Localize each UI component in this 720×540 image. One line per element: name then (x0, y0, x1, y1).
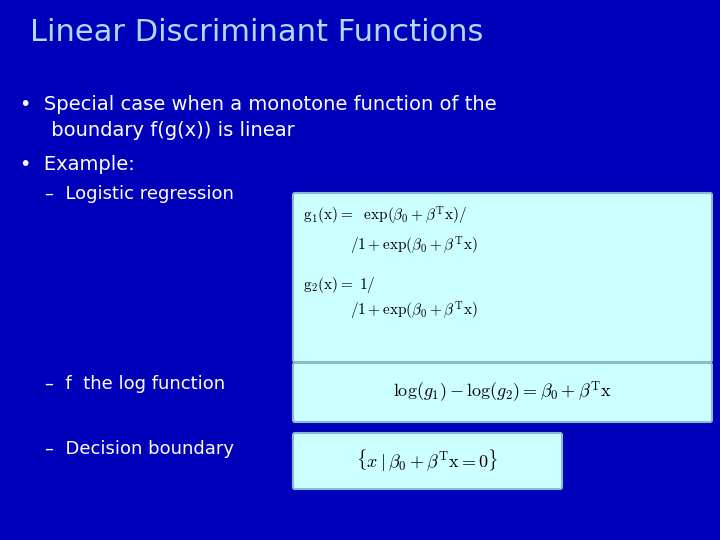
Text: $\log(g_1) - \log(g_2) = \beta_0 + \beta^\mathrm{T}\mathrm{x}$: $\log(g_1) - \log(g_2) = \beta_0 + \beta… (393, 380, 612, 405)
Text: Linear Discriminant Functions: Linear Discriminant Functions (30, 18, 483, 47)
Text: $\{x \mid \beta_0 + \beta^\mathrm{T}\mathrm{x} = 0\}$: $\{x \mid \beta_0 + \beta^\mathrm{T}\mat… (356, 448, 499, 474)
Text: $/ 1 + \exp(\beta_0 + \beta^\mathrm{T}\mathrm{x})$: $/ 1 + \exp(\beta_0 + \beta^\mathrm{T}\m… (350, 235, 477, 257)
Text: –  f  the log function: – f the log function (45, 375, 225, 393)
Text: –  Decision boundary: – Decision boundary (45, 440, 234, 458)
FancyBboxPatch shape (293, 433, 562, 489)
Text: •  Example:: • Example: (20, 155, 135, 174)
Text: –  Logistic regression: – Logistic regression (45, 185, 234, 203)
FancyBboxPatch shape (293, 193, 712, 362)
Text: •  Special case when a monotone function of the
     boundary f(g(x)) is linear: • Special case when a monotone function … (20, 95, 497, 140)
FancyBboxPatch shape (293, 363, 712, 422)
Text: $/ 1 + \exp(\beta_0 + \beta^\mathrm{T}\mathrm{x})$: $/ 1 + \exp(\beta_0 + \beta^\mathrm{T}\m… (350, 300, 477, 322)
Text: $\mathrm{g}_2(\mathrm{x}) = \ 1/$: $\mathrm{g}_2(\mathrm{x}) = \ 1/$ (303, 275, 376, 295)
Text: $\mathrm{g}_1(\mathrm{x}) = \ \ \exp(\beta_0 + \beta^\mathrm{T}\mathrm{x})/$: $\mathrm{g}_1(\mathrm{x}) = \ \ \exp(\be… (303, 205, 467, 227)
